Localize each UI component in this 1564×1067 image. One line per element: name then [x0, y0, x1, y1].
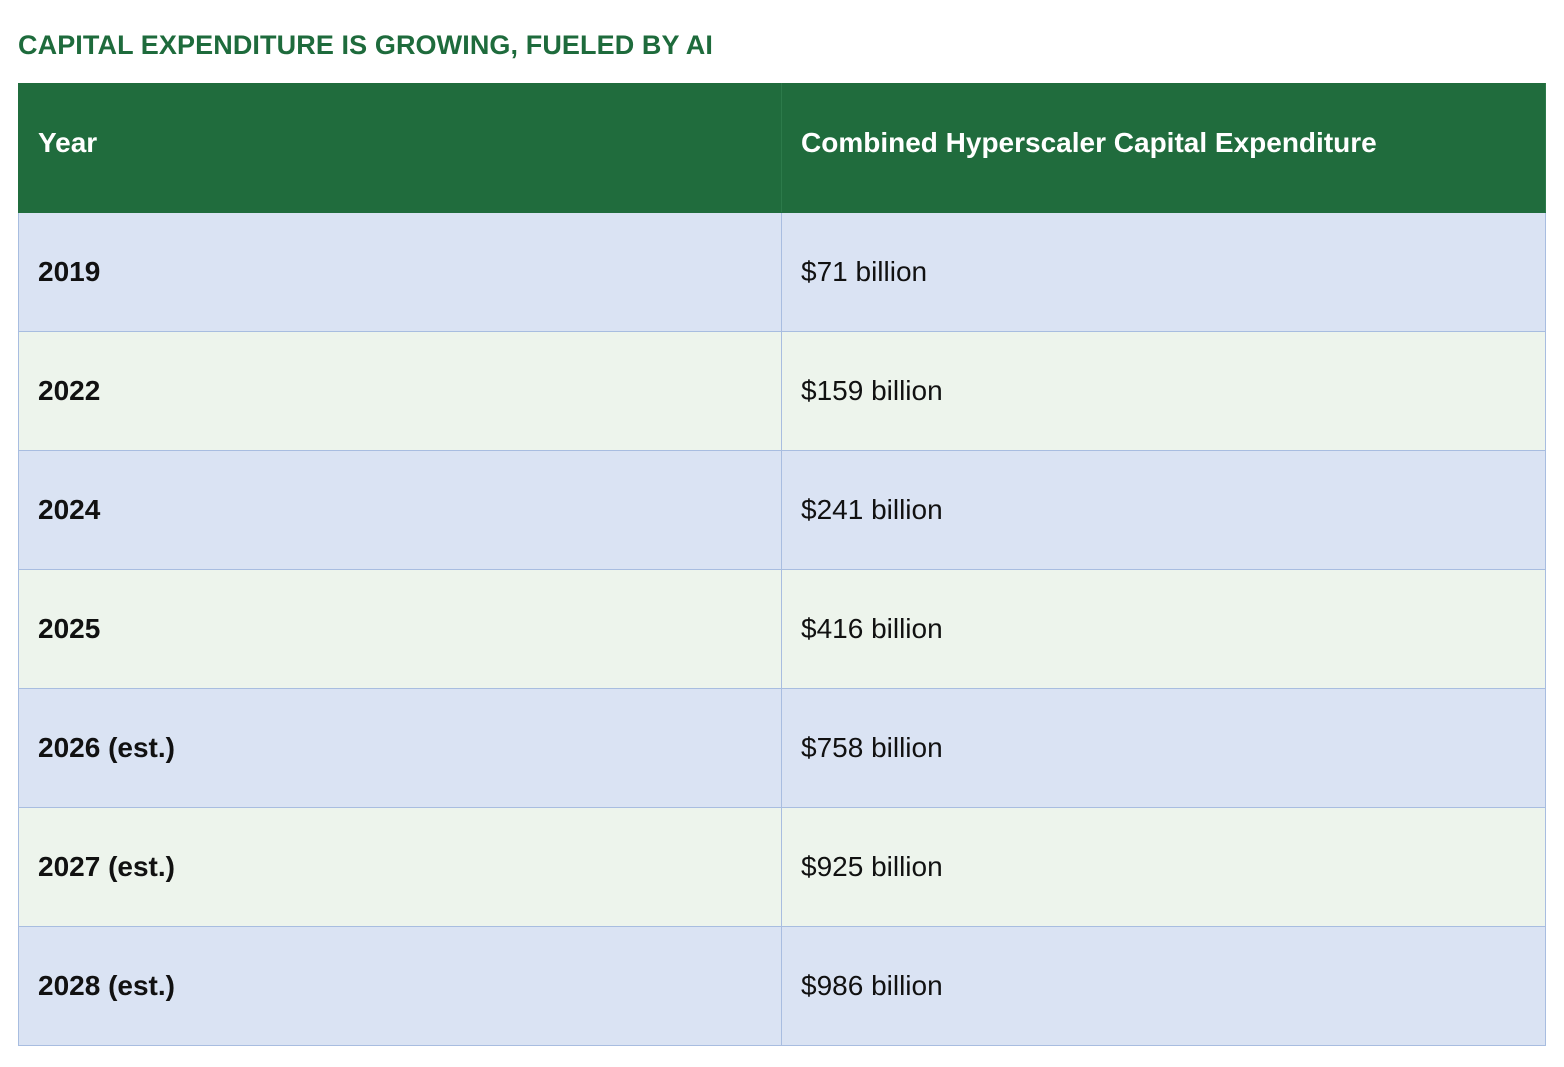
table-row: 2024 $241 billion: [18, 450, 1546, 570]
table-row: 2026 (est.) $758 billion: [18, 688, 1546, 808]
capex-value-cell: $925 billion: [781, 807, 1546, 927]
table-row: 2019 $71 billion: [18, 212, 1546, 332]
page-title: CAPITAL EXPENDITURE IS GROWING, FUELED B…: [18, 30, 713, 60]
capex-value-cell: $758 billion: [781, 688, 1546, 808]
capex-table: Year Combined Hyperscaler Capital Expend…: [18, 83, 1546, 1046]
table-header: Year Combined Hyperscaler Capital Expend…: [18, 83, 1546, 213]
table-row: 2027 (est.) $925 billion: [18, 807, 1546, 927]
year-cell: 2022: [18, 331, 782, 451]
capex-value-cell: $241 billion: [781, 450, 1546, 570]
year-cell: 2024: [18, 450, 782, 570]
table-row: 2025 $416 billion: [18, 569, 1546, 689]
year-cell: 2027 (est.): [18, 807, 782, 927]
year-cell: 2026 (est.): [18, 688, 782, 808]
table-row: 2028 (est.) $986 billion: [18, 926, 1546, 1046]
header-row: Year Combined Hyperscaler Capital Expend…: [18, 83, 1546, 213]
capex-value-cell: $986 billion: [781, 926, 1546, 1046]
column-header-year: Year: [18, 83, 782, 213]
column-header-capex: Combined Hyperscaler Capital Expenditure: [781, 83, 1546, 213]
year-cell: 2019: [18, 212, 782, 332]
year-cell: 2028 (est.): [18, 926, 782, 1046]
capex-value-cell: $159 billion: [781, 331, 1546, 451]
capex-value-cell: $71 billion: [781, 212, 1546, 332]
table-row: 2022 $159 billion: [18, 331, 1546, 451]
capex-value-cell: $416 billion: [781, 569, 1546, 689]
year-cell: 2025: [18, 569, 782, 689]
table-body: 2019 $71 billion 2022 $159 billion 2024 …: [18, 212, 1546, 1046]
